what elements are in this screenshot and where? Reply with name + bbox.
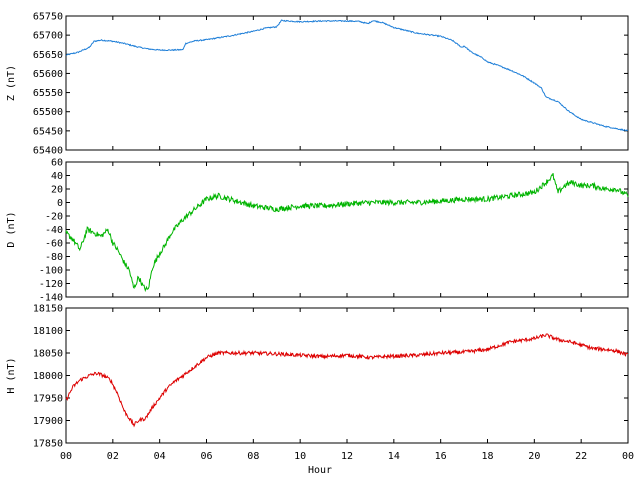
chart-panels: 65400 65450 65500 65550 65600 65650 65700 65750… bbox=[6, 12, 629, 450]
panel-1: 65400 65450 65500 65550 65600 65650 65700 65750… bbox=[6, 12, 629, 157]
y-tick-label: -120 bbox=[39, 279, 63, 290]
x-axis-label: Hour bbox=[308, 465, 332, 476]
y-tick-label: 18150 bbox=[33, 304, 63, 315]
x-tick-label: 02 bbox=[107, 451, 119, 462]
y-tick-label: 17850 bbox=[33, 439, 63, 450]
y-tick-label: 65500 bbox=[33, 107, 63, 118]
y-tick-label: -40 bbox=[45, 225, 63, 236]
x-tick-label: 20 bbox=[528, 451, 540, 462]
y-tick-label: 18050 bbox=[33, 349, 63, 360]
x-tick-label: 10 bbox=[294, 451, 306, 462]
y-tick-label: 65750 bbox=[33, 12, 63, 23]
y-tick-label: -60 bbox=[45, 239, 63, 250]
y-tick-label: 40 bbox=[51, 171, 63, 182]
x-tick-label: 00 bbox=[622, 451, 634, 462]
y-tick-label: 20 bbox=[51, 185, 63, 196]
y-tick-label: 65650 bbox=[33, 50, 63, 61]
plot-frame bbox=[65, 15, 629, 151]
panel-2: -140 -120 -100 -80 -60 -40 -20 0 20 40 60 D (nT) bbox=[6, 158, 629, 304]
y-tick-label: 60 bbox=[51, 158, 63, 169]
y-tick-label: -100 bbox=[39, 266, 63, 277]
y-axis-label: Z (nT) bbox=[6, 65, 17, 101]
y-tick-label: -80 bbox=[45, 252, 63, 263]
x-tick-label: 08 bbox=[247, 451, 259, 462]
x-tick-label: 18 bbox=[481, 451, 493, 462]
y-tick-label: 18000 bbox=[33, 371, 63, 382]
y-tick-label: 65700 bbox=[33, 31, 63, 42]
y-tick-label: 65450 bbox=[33, 126, 63, 137]
y-tick-label: -20 bbox=[45, 212, 63, 223]
y-tick-label: 65550 bbox=[33, 88, 63, 99]
panel-3: 17850 17900 17950 18000 18050 18100 18150 H (nT… bbox=[6, 304, 629, 450]
y-tick-label: 17950 bbox=[33, 394, 63, 405]
y-tick-label: 0 bbox=[57, 198, 63, 209]
series-line-3-1 bbox=[65, 333, 629, 428]
y-tick-label: 65400 bbox=[33, 146, 63, 157]
series-line-1-1 bbox=[65, 19, 629, 132]
x-tick-label: 00 bbox=[60, 451, 72, 462]
x-tick-label: 22 bbox=[575, 451, 587, 462]
x-tick-label: 12 bbox=[341, 451, 353, 462]
y-tick-label: 65600 bbox=[33, 69, 63, 80]
x-axis: 00 02 04 06 08 10 12 14 16 18 20 22 00 bbox=[60, 451, 634, 462]
x-tick-label: 14 bbox=[388, 451, 400, 462]
y-tick-label: 18100 bbox=[33, 326, 63, 337]
x-tick-label: 04 bbox=[154, 451, 166, 462]
plot-frame bbox=[65, 307, 629, 444]
x-tick-label: 16 bbox=[435, 451, 447, 462]
x-tick-label: 06 bbox=[200, 451, 212, 462]
y-axis-label: D (nT) bbox=[6, 211, 17, 247]
y-tick-label: 17900 bbox=[33, 416, 63, 427]
y-axis-label: H (nT) bbox=[6, 357, 17, 393]
series-line-2-1 bbox=[65, 173, 629, 293]
y-tick-label: -140 bbox=[39, 293, 63, 304]
